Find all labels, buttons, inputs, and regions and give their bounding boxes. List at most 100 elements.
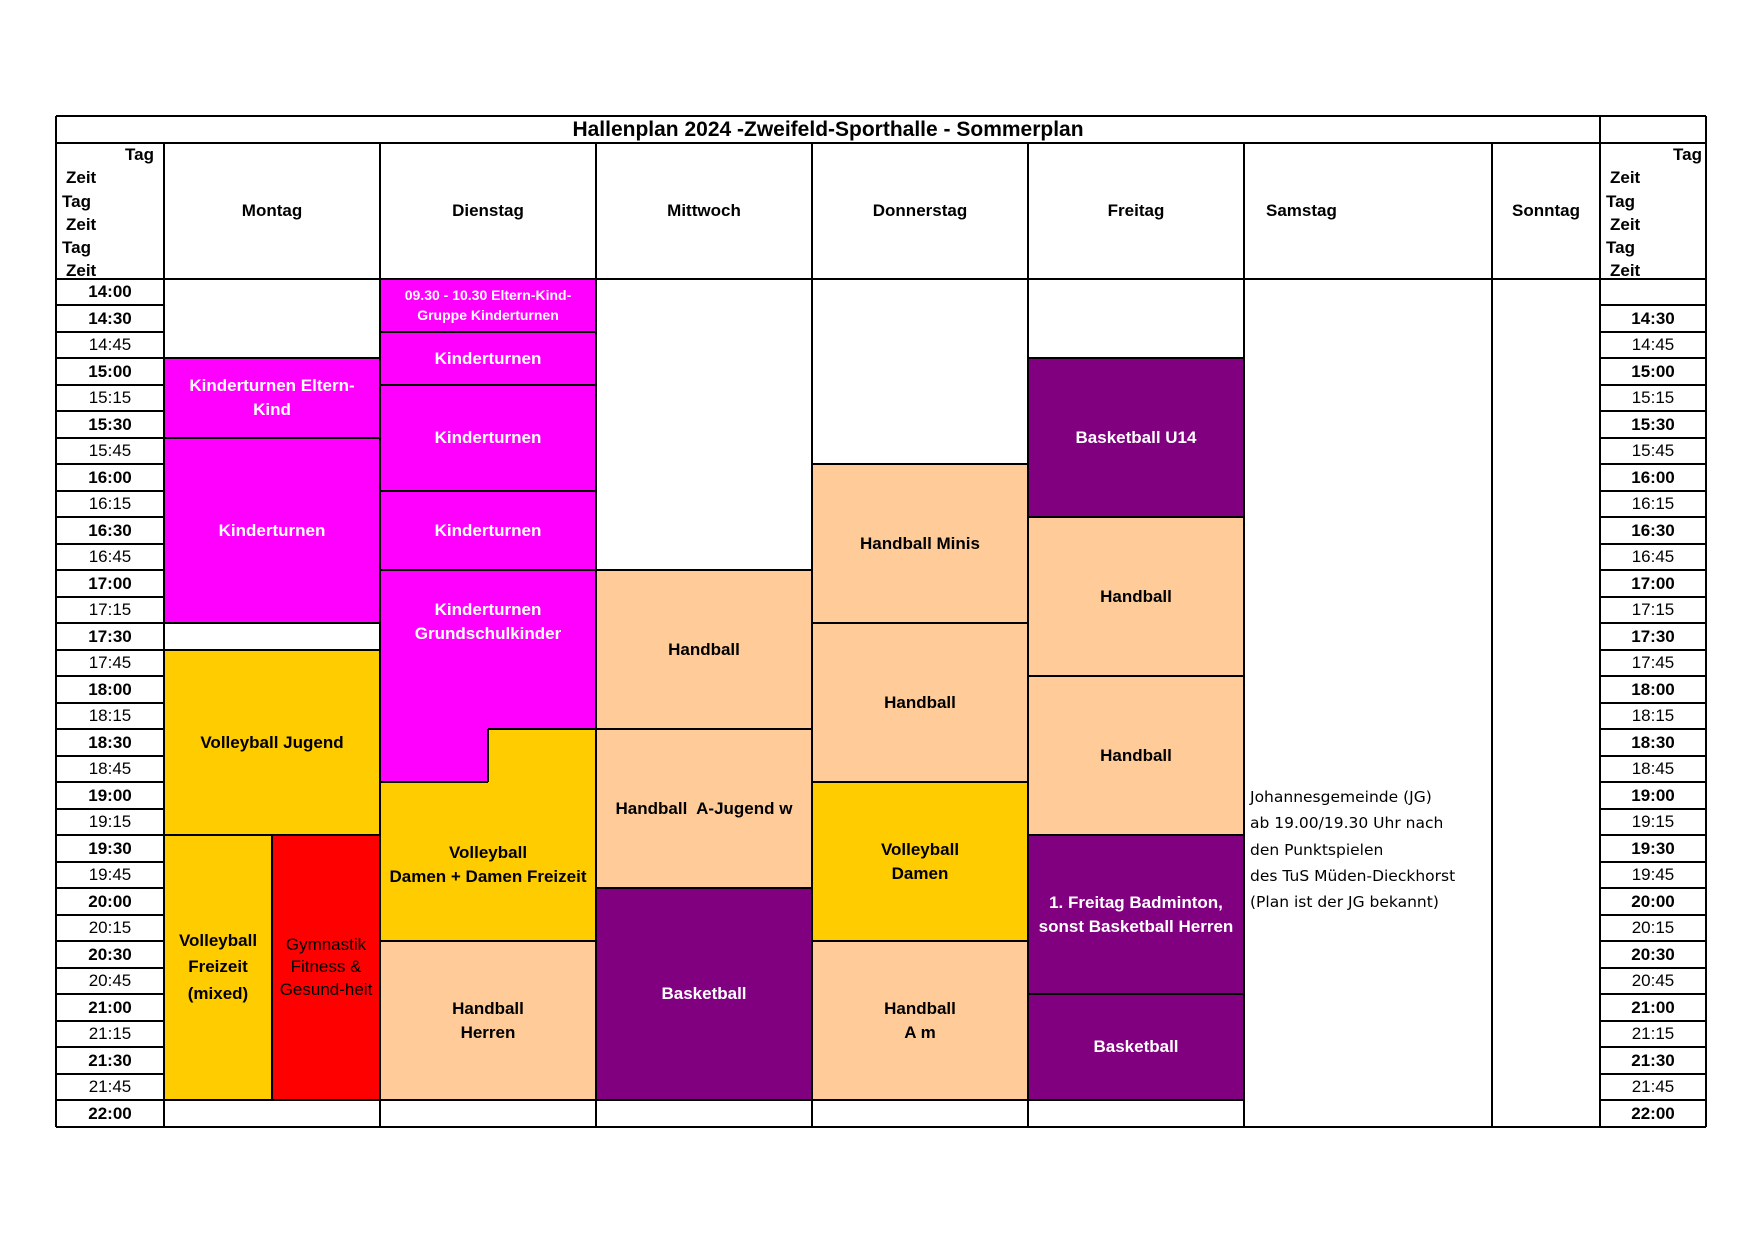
activity-block-mi-handball-a-jugend: Handball A-Jugend w xyxy=(596,729,812,888)
activity-label-fr-badminton: 1. Freitag Badminton, sonst Basketball He… xyxy=(1039,891,1234,939)
time-row-line xyxy=(56,543,164,545)
activity-label-line: Handball xyxy=(1100,745,1172,765)
activity-block-di-kinderturnen-2: Kinderturnen xyxy=(380,385,596,491)
time-label-right: 20:45 xyxy=(1631,971,1675,990)
time-label-right: 15:30 xyxy=(1631,414,1675,434)
block-border xyxy=(596,1099,812,1101)
time-label-right: 19:30 xyxy=(1631,838,1675,858)
block-border xyxy=(1028,357,1244,359)
time-row-line xyxy=(56,861,164,863)
corner-label-line: Tag xyxy=(1606,191,1635,211)
time-label-left: 16:15 xyxy=(88,494,132,513)
corner-label-line: Tag xyxy=(1606,238,1635,258)
table-border-left xyxy=(55,116,57,1127)
time-row-line xyxy=(56,808,164,810)
time-row-line xyxy=(1600,543,1706,545)
activity-label-line: Kinderturnen xyxy=(434,348,542,368)
time-row-line xyxy=(56,967,164,969)
time-label-right: 15:00 xyxy=(1631,361,1675,381)
grid-line xyxy=(163,143,165,1127)
activity-block-fr-handball-2: Handball xyxy=(1028,676,1244,835)
time-label-right: 16:00 xyxy=(1631,467,1675,487)
activity-label-mo-kinderturnen: Kinderturnen xyxy=(219,519,326,543)
time-row-line xyxy=(56,304,164,306)
time-label-left: 17:15 xyxy=(88,600,132,619)
activity-label-line: Handball xyxy=(668,639,740,659)
grid-line xyxy=(811,143,813,1127)
activity-label-line: A m xyxy=(904,1022,936,1042)
activity-label-line: Basketball xyxy=(661,984,747,1004)
saturday-note-line: ab 19.00/19.30 Uhr nach xyxy=(1250,814,1444,833)
activity-label-line: Fitness & xyxy=(290,957,362,977)
activity-label-fr-handball-2: Handball xyxy=(1100,744,1172,768)
time-row-line xyxy=(1600,384,1706,386)
activity-label-line: Freizeit xyxy=(188,957,248,977)
activity-label-mo-gymnastik: Gymnastik Fitness & Gesund-heit xyxy=(280,934,373,1000)
grid-line xyxy=(1491,143,1493,1127)
time-row-line xyxy=(1600,331,1706,333)
block-border xyxy=(164,622,380,624)
activity-label-fr-handball-1: Handball xyxy=(1100,585,1172,609)
corner-label-line: Tag xyxy=(62,238,91,258)
activity-block-di-kinderturnen-1: Kinderturnen xyxy=(380,332,596,385)
time-row-line xyxy=(1600,516,1706,518)
activity-label-do-volleyball-damen: Volleyball Damen xyxy=(881,838,959,886)
saturday-note-line: Johannesgemeinde (JG) xyxy=(1250,788,1432,806)
activity-block-di-handball-herren: Handball Herren xyxy=(380,941,596,1100)
activity-block-di-kinderturnen-3: Kinderturnen xyxy=(380,491,596,570)
block-border xyxy=(812,940,1028,942)
activity-label-line: Kinderturnen xyxy=(434,428,542,448)
block-border xyxy=(164,649,380,651)
day-header-sonntag: Sonntag xyxy=(1512,201,1580,220)
time-label-left: 14:30 xyxy=(88,308,132,328)
time-row-line xyxy=(56,1046,164,1048)
time-row-line xyxy=(56,887,164,889)
time-row-line xyxy=(1600,834,1706,836)
time-label-left: 18:45 xyxy=(88,759,132,778)
table-border-bottom xyxy=(56,1126,1706,1128)
day-header-samstag: Samstag xyxy=(1266,201,1337,220)
time-row-line xyxy=(56,331,164,333)
activity-block-mo-volleyball-freizeit: Volleyball Freizeit (mixed) xyxy=(164,835,272,1100)
activity-label-line: Kinderturnen xyxy=(434,600,542,619)
corner-label-line: Zeit xyxy=(1610,214,1641,234)
time-label-right: 18:15 xyxy=(1631,706,1675,725)
time-row-line xyxy=(56,993,164,995)
time-row-line xyxy=(1600,596,1706,598)
time-row-line xyxy=(56,702,164,704)
time-row-line xyxy=(1600,993,1706,995)
time-label-right: 20:15 xyxy=(1631,918,1675,937)
activity-label-line: sonst Basketball Herren xyxy=(1038,916,1234,936)
time-label-left: 19:30 xyxy=(88,838,132,858)
time-label-right: 21:30 xyxy=(1631,1050,1675,1070)
activity-label-do-handball: Handball xyxy=(884,691,956,715)
time-row-line xyxy=(56,437,164,439)
time-label-left: 20:15 xyxy=(88,918,132,937)
activity-label-line: Kinderturnen xyxy=(434,520,542,540)
block-border xyxy=(1028,993,1244,995)
time-label-left: 21:30 xyxy=(88,1050,132,1070)
time-row-line xyxy=(56,596,164,598)
activity-block-fr-basketball-u14: Basketball U14 xyxy=(1028,358,1244,517)
time-label-left: 17:30 xyxy=(88,626,132,646)
activity-label-line: Kinderturnen xyxy=(218,520,326,540)
activity-label-line: Grundschulkinder xyxy=(414,623,562,643)
corner-label-right: Tag Zeit Tag Zeit Tag Zeit xyxy=(1602,143,1702,280)
time-row-line xyxy=(56,516,164,518)
activity-block-mo-gymnastik: Gymnastik Fitness & Gesund-heit xyxy=(272,835,380,1100)
time-label-right: 16:15 xyxy=(1631,494,1675,513)
time-label-left: 18:30 xyxy=(88,732,132,752)
time-row-line xyxy=(56,755,164,757)
time-label-left: 15:15 xyxy=(88,388,132,407)
time-row-line xyxy=(56,914,164,916)
saturday-note: Johannesgemeinde (JG) ab 19.00/19.30 Uhr … xyxy=(1250,784,1490,915)
time-row-line xyxy=(56,490,164,492)
activity-label-line: Gymnastik xyxy=(285,935,367,955)
activity-block-mo-eltern-kind: Kinderturnen Eltern- Kind xyxy=(164,358,380,438)
activity-block-do-handball: Handball xyxy=(812,623,1028,782)
time-label-right: 15:45 xyxy=(1631,441,1675,460)
grid-line xyxy=(379,143,381,1127)
time-label-right: 16:30 xyxy=(1631,520,1675,540)
block-border xyxy=(164,357,380,359)
activity-block-fr-badminton: 1. Freitag Badminton, sonst Basketball He… xyxy=(1028,835,1244,994)
